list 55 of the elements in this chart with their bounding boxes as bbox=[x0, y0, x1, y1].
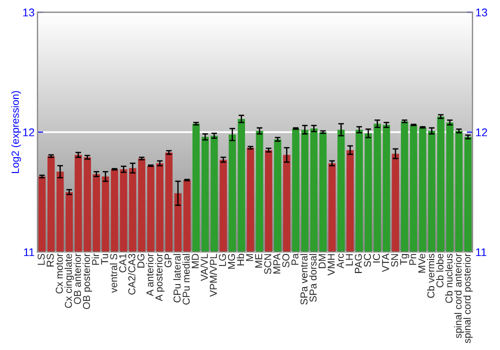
y-tick-label: 13 bbox=[23, 8, 34, 16]
x-tick-label: Cb lobe bbox=[436, 254, 444, 288]
x-tick-label: Pn bbox=[409, 254, 416, 265]
x-tick-label: OB posterior bbox=[82, 254, 92, 310]
x-tick-label: A anterior bbox=[146, 254, 154, 296]
x-tick-label: LH bbox=[346, 254, 353, 266]
x-tick-label: GP bbox=[164, 254, 172, 268]
x-tick-label: Arc bbox=[336, 254, 344, 268]
x-tick-label: CA2/CA3 bbox=[128, 254, 136, 295]
x-tick-label: Cx cingulate bbox=[64, 254, 74, 308]
x-tick-label: SCN bbox=[264, 254, 272, 274]
x-tick-label: ME bbox=[255, 254, 262, 268]
x-tick-label: VMH bbox=[328, 254, 335, 276]
x-tick-label: MPA bbox=[273, 253, 280, 274]
x-tick-label: A posterior bbox=[155, 254, 165, 302]
x-tick-label: SO bbox=[282, 254, 290, 268]
x-tick-label: Cb nucleus bbox=[445, 254, 453, 303]
x-tick-label: LG bbox=[218, 254, 226, 266]
x-tick-label: PAG bbox=[354, 254, 362, 273]
x-tick-label: spinal cord anterior bbox=[454, 254, 464, 338]
x-tick-label: CPu lateral bbox=[173, 254, 181, 302]
x-tick-label: OB anterior bbox=[74, 254, 81, 304]
x-tick-label: Hb bbox=[236, 254, 244, 266]
x-tick-label: CPu medial bbox=[182, 254, 190, 305]
x-tick-label: VA/VL bbox=[200, 254, 208, 281]
x-tick-label: DM bbox=[318, 254, 326, 268]
x-tick-label: spinal cord posterior bbox=[463, 254, 473, 344]
x-tick-label: CA1 bbox=[119, 254, 126, 272]
x-tick-label: M bbox=[246, 254, 254, 261]
x-tick-label: IC bbox=[372, 254, 380, 262]
x-tick-label: SC bbox=[364, 254, 371, 267]
x-tick-label: Pir bbox=[92, 254, 99, 265]
x-tick-label: VPM/VPL bbox=[210, 254, 217, 297]
x-tick-label: Tg bbox=[400, 254, 410, 265]
x-tick-label: ventral S bbox=[110, 254, 118, 293]
x-tick-label: DG bbox=[137, 254, 144, 268]
y2-tick-label: 12 bbox=[476, 128, 488, 136]
y-axis-title: Log2 (expression) bbox=[11, 91, 21, 173]
x-tick-label: MVe bbox=[418, 254, 426, 273]
x-tick-label: VTA bbox=[382, 253, 389, 272]
x-tick-label: MG bbox=[228, 254, 236, 269]
x-tick-label: Cx motor bbox=[56, 254, 63, 294]
x-tick-label: SPa ventral bbox=[300, 254, 308, 305]
x-tick-label: RS bbox=[46, 254, 54, 266]
x-tick-label: Cb vermis bbox=[427, 254, 434, 298]
x-tick-label: MD bbox=[192, 254, 199, 268]
x-tick-label: LS bbox=[38, 254, 45, 265]
y-tick-label: 11 bbox=[24, 248, 34, 256]
y2-tick-label: 11 bbox=[476, 248, 486, 256]
x-tick-label: Tu bbox=[101, 254, 108, 264]
y2-tick-label: 13 bbox=[476, 8, 488, 16]
x-tick-label: SN bbox=[391, 254, 398, 267]
x-tick-label: Pa bbox=[291, 253, 298, 265]
x-tick-label: SPa dorsal bbox=[309, 254, 317, 302]
y-tick-label: 12 bbox=[23, 128, 34, 136]
